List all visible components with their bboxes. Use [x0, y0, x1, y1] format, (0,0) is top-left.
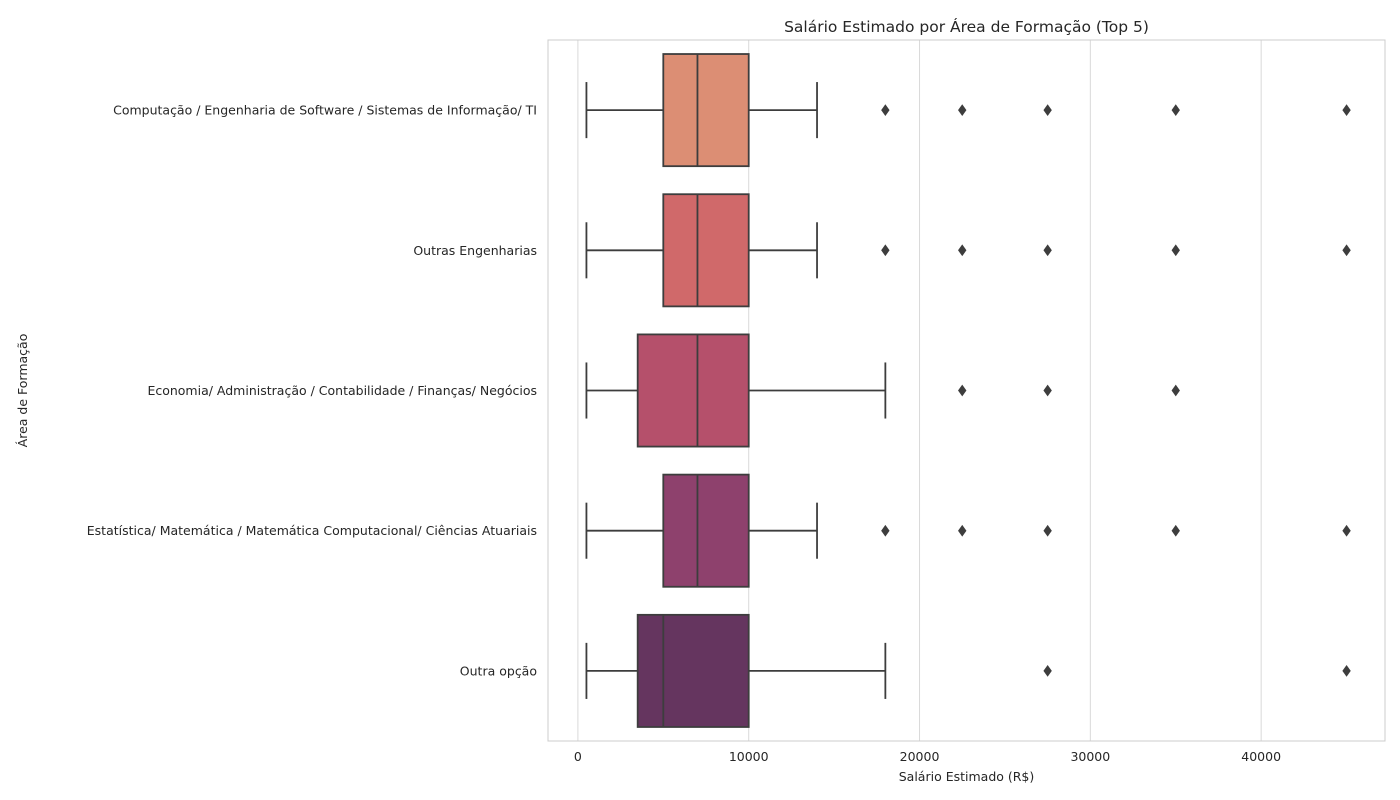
- outlier-point: [1043, 384, 1052, 397]
- box-group: [585, 473, 1351, 588]
- outlier-point: [1342, 244, 1351, 257]
- box-iqr: [662, 193, 750, 308]
- category-label: Estatística/ Matemática / Matemática Com…: [87, 523, 537, 538]
- outlier-point: [881, 244, 890, 257]
- box-iqr: [662, 473, 750, 588]
- x-tick-label: 30000: [1070, 749, 1110, 764]
- chart-title: Salário Estimado por Área de Formação (T…: [784, 17, 1149, 36]
- outlier-point: [958, 384, 967, 397]
- outlier-point: [958, 524, 967, 537]
- outlier-point: [1171, 384, 1180, 397]
- box-group: [585, 613, 1351, 728]
- category-label: Outra opção: [460, 663, 537, 678]
- outlier-point: [1171, 104, 1180, 116]
- outlier-point: [881, 104, 890, 116]
- box-group: [585, 53, 1351, 168]
- box-iqr: [636, 333, 750, 448]
- x-tick-label: 10000: [729, 749, 769, 764]
- box-group: [585, 333, 1180, 448]
- x-axis-label: Salário Estimado (R$): [899, 769, 1035, 784]
- outlier-point: [1171, 524, 1180, 537]
- outlier-point: [958, 244, 967, 257]
- outlier-point: [1043, 244, 1052, 257]
- x-tick-label: 20000: [900, 749, 940, 764]
- outlier-point: [958, 104, 967, 116]
- x-axis-ticks: 0 10000 20000 30000 40000: [574, 749, 1281, 764]
- box-series: [585, 53, 1351, 728]
- box-iqr: [662, 53, 750, 168]
- outlier-point: [881, 524, 890, 537]
- plot-frame: [547, 39, 1386, 742]
- outlier-point: [1342, 665, 1351, 677]
- box-group: [585, 193, 1351, 308]
- outlier-point: [1043, 524, 1052, 537]
- category-label: Outras Engenharias: [413, 243, 537, 258]
- category-label: Computação / Engenharia de Software / Si…: [113, 103, 537, 118]
- outlier-point: [1171, 244, 1180, 257]
- category-label: Economia/ Administração / Contabilidade …: [147, 383, 537, 398]
- x-tick-label: 40000: [1241, 749, 1281, 764]
- y-axis-categories: Computação / Engenharia de Software / Si…: [87, 103, 537, 679]
- box-iqr: [636, 613, 750, 728]
- outlier-point: [1043, 665, 1052, 677]
- outlier-point: [1342, 524, 1351, 537]
- outlier-point: [1043, 104, 1052, 116]
- y-axis-label: Área de Formação: [15, 334, 30, 448]
- outlier-point: [1342, 104, 1351, 116]
- x-tick-label: 0: [574, 749, 582, 764]
